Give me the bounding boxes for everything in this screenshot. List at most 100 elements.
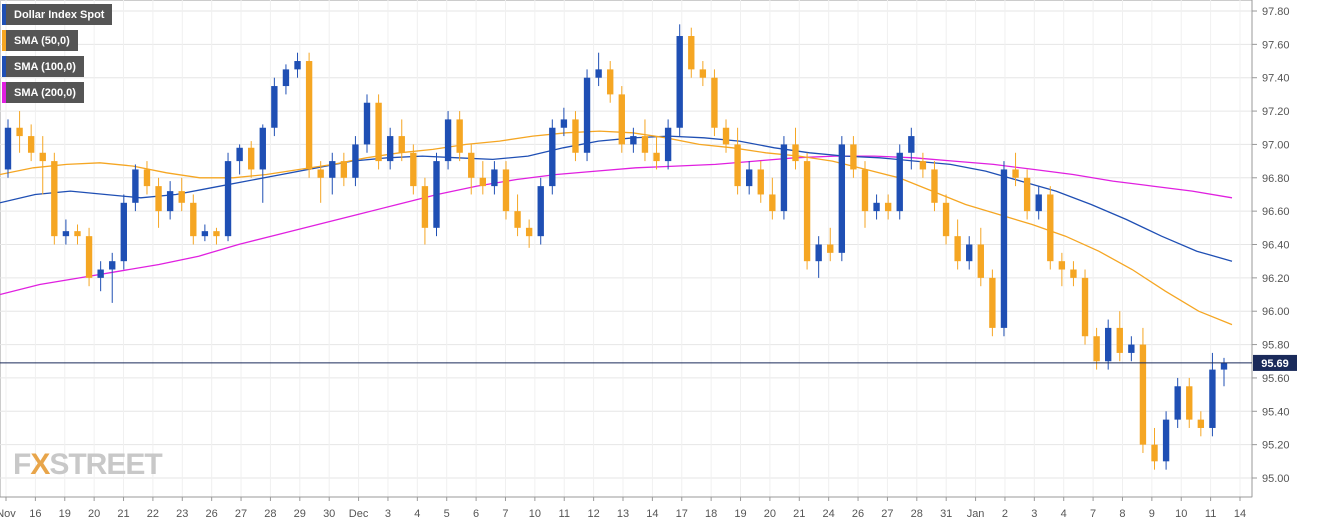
- x-tick-label: 22: [147, 508, 159, 520]
- candle: [989, 269, 996, 337]
- candle: [190, 194, 197, 245]
- candle: [51, 152, 58, 245]
- candle-body: [942, 202, 950, 237]
- candle: [954, 219, 961, 270]
- candle: [213, 227, 220, 245]
- candle: [977, 227, 984, 287]
- candle-body: [572, 119, 579, 153]
- candle: [294, 52, 301, 78]
- candle: [16, 111, 23, 153]
- candle-body: [421, 186, 429, 228]
- y-tick-label: 96.40: [1262, 240, 1290, 252]
- candle-body: [410, 152, 417, 187]
- x-tick-label: 11: [1205, 508, 1216, 520]
- candle-body: [607, 69, 614, 95]
- candle: [1197, 411, 1205, 437]
- y-axis: 97.80 97.60 97.40 97.20 97.00 96.80 96.60 96.40…: [1251, 0, 1290, 497]
- candle: [1186, 377, 1193, 428]
- candle-body: [1093, 336, 1100, 362]
- candle: [386, 127, 394, 170]
- candle-body: [74, 231, 81, 237]
- x-tick-label: 2: [1002, 508, 1008, 520]
- y-tick-label: 95.80: [1262, 340, 1290, 352]
- candle: [1070, 261, 1077, 287]
- candle: [491, 161, 498, 195]
- x-tick-label: 20: [88, 508, 100, 520]
- x-tick-label: Nov: [0, 508, 16, 520]
- candle: [317, 161, 324, 203]
- candle: [1209, 352, 1216, 437]
- candle: [1151, 427, 1158, 470]
- candle-body: [1012, 169, 1019, 178]
- candle-body: [827, 244, 834, 253]
- candle: [792, 127, 799, 170]
- candle-body: [1197, 419, 1205, 428]
- chart-grid: [0, 0, 1253, 498]
- candle-body: [271, 86, 278, 128]
- x-tick-label: 11: [559, 508, 570, 520]
- candle: [1081, 269, 1089, 345]
- candle: [815, 236, 822, 278]
- candle-body: [39, 152, 46, 162]
- candle-body: [340, 161, 348, 178]
- candle: [908, 127, 915, 170]
- y-tick-label: 97.00: [1262, 139, 1290, 151]
- candle-body: [1151, 444, 1158, 462]
- candle-body: [699, 69, 707, 78]
- x-tick-label: 4: [414, 508, 420, 520]
- x-tick-label: 6: [473, 508, 479, 520]
- candle-body: [676, 36, 683, 128]
- candle-body: [815, 244, 822, 262]
- candle-body: [109, 261, 116, 270]
- candle-body: [1162, 419, 1170, 462]
- x-axis: Nov 16 19 20 21 22 23 26 27 28 29 30 Dec 3 4 5 6 7 10 11 12 1…: [0, 496, 1252, 520]
- candle: [769, 177, 776, 220]
- x-tick-label: 10: [1175, 508, 1187, 520]
- candle: [62, 219, 70, 245]
- candle: [525, 219, 533, 248]
- candle: [85, 227, 93, 287]
- candle: [873, 194, 880, 220]
- candle-body: [664, 127, 672, 162]
- candle-body: [537, 186, 544, 237]
- candle-body: [1047, 194, 1054, 262]
- candle-body: [201, 231, 209, 237]
- y-tick-label: 96.60: [1262, 206, 1290, 218]
- chart-legend: Dollar Index Spot SMA (50,0) SMA (100,0)…: [2, 4, 113, 108]
- candle: [583, 69, 591, 162]
- candle-body: [120, 202, 127, 262]
- x-tick-label: 23: [176, 508, 188, 520]
- candle-body: [4, 127, 12, 170]
- x-tick-label: 7: [1090, 508, 1096, 520]
- x-tick-label: Dec: [349, 508, 369, 520]
- candle: [340, 152, 348, 187]
- candle-body: [491, 169, 498, 187]
- x-tick-label: 13: [617, 508, 629, 520]
- legend-swatch-dollar-index: [2, 4, 6, 25]
- sma200-line: [0, 155, 1233, 296]
- candle: [410, 144, 417, 195]
- candle-body: [236, 147, 243, 162]
- candle-body: [317, 169, 324, 178]
- candle: [236, 144, 243, 175]
- x-tick-label: 28: [264, 508, 276, 520]
- candle-body: [282, 69, 290, 87]
- candle: [884, 194, 892, 220]
- x-tick-label: 26: [852, 508, 864, 520]
- legend-label-dollar-index: Dollar Index Spot: [14, 8, 105, 21]
- legend-item-sma50: SMA (50,0): [2, 30, 78, 51]
- candle-body: [803, 161, 811, 262]
- candles: [4, 24, 1228, 470]
- candle: [699, 61, 707, 87]
- candle-body: [166, 191, 174, 212]
- y-tick-label: 95.60: [1262, 373, 1290, 385]
- y-tick-label: 97.60: [1262, 39, 1290, 51]
- candle-body: [1070, 269, 1077, 278]
- candle-body: [1105, 327, 1112, 362]
- x-tick-label: 19: [734, 508, 746, 520]
- candle: [97, 261, 104, 292]
- candle-body: [248, 147, 255, 170]
- candle-body: [780, 144, 788, 212]
- candle-body: [838, 144, 846, 253]
- candle-body: [745, 169, 753, 187]
